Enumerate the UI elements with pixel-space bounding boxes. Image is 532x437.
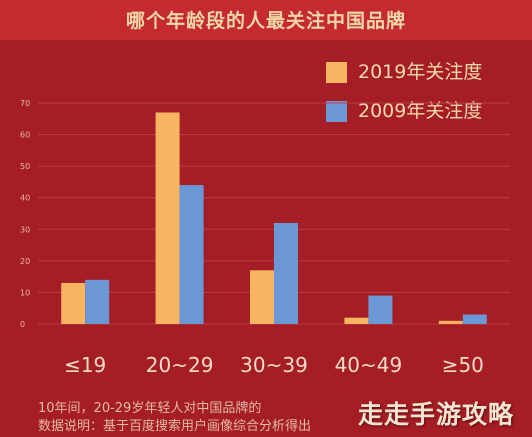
x-tick-label: ≥50 (442, 353, 484, 377)
legend-label-2019: 2019年关注度 (358, 61, 483, 83)
y-tick-label: 40 (20, 194, 30, 203)
bar-2009 (85, 279, 110, 324)
y-tick-label: 0 (20, 320, 25, 329)
y-tick-label: 50 (20, 162, 30, 171)
y-tick-label: 20 (20, 257, 30, 266)
y-tick-label: 30 (20, 225, 30, 234)
bar-2019 (61, 282, 86, 324)
bar-2009 (462, 314, 487, 324)
footnote-2: 数据说明：基于百度搜索用户画像综合分析得出 (38, 419, 312, 434)
footnote-1: 10年间，20-29岁年轻人对中国品牌的 (38, 401, 262, 416)
bar-2019 (344, 317, 369, 324)
watermark: 走走手游攻略 (358, 400, 515, 429)
bar-2019 (155, 112, 180, 324)
bar-2019 (250, 270, 274, 324)
legend-swatch-2009 (326, 101, 347, 122)
bar-2009 (368, 295, 393, 324)
title-bar: 哪个年龄段的人最关注中国品牌 (0, 0, 532, 40)
legend-swatch-2019 (326, 62, 347, 83)
legend-label-2009: 2009年关注度 (358, 100, 483, 122)
x-tick-label: 20~29 (146, 353, 214, 377)
bar-2009 (274, 222, 298, 324)
x-tick-label: ≤19 (64, 353, 106, 377)
y-tick-label: 70 (20, 99, 30, 108)
y-tick-label: 60 (20, 131, 30, 140)
y-tick-label: 10 (20, 288, 30, 297)
chart-title: 哪个年龄段的人最关注中国品牌 (125, 10, 406, 32)
x-tick-label: 30~39 (240, 353, 308, 377)
bar-2019 (438, 320, 463, 324)
x-tick-label: 40~49 (335, 353, 403, 377)
bar-2009 (179, 185, 204, 324)
